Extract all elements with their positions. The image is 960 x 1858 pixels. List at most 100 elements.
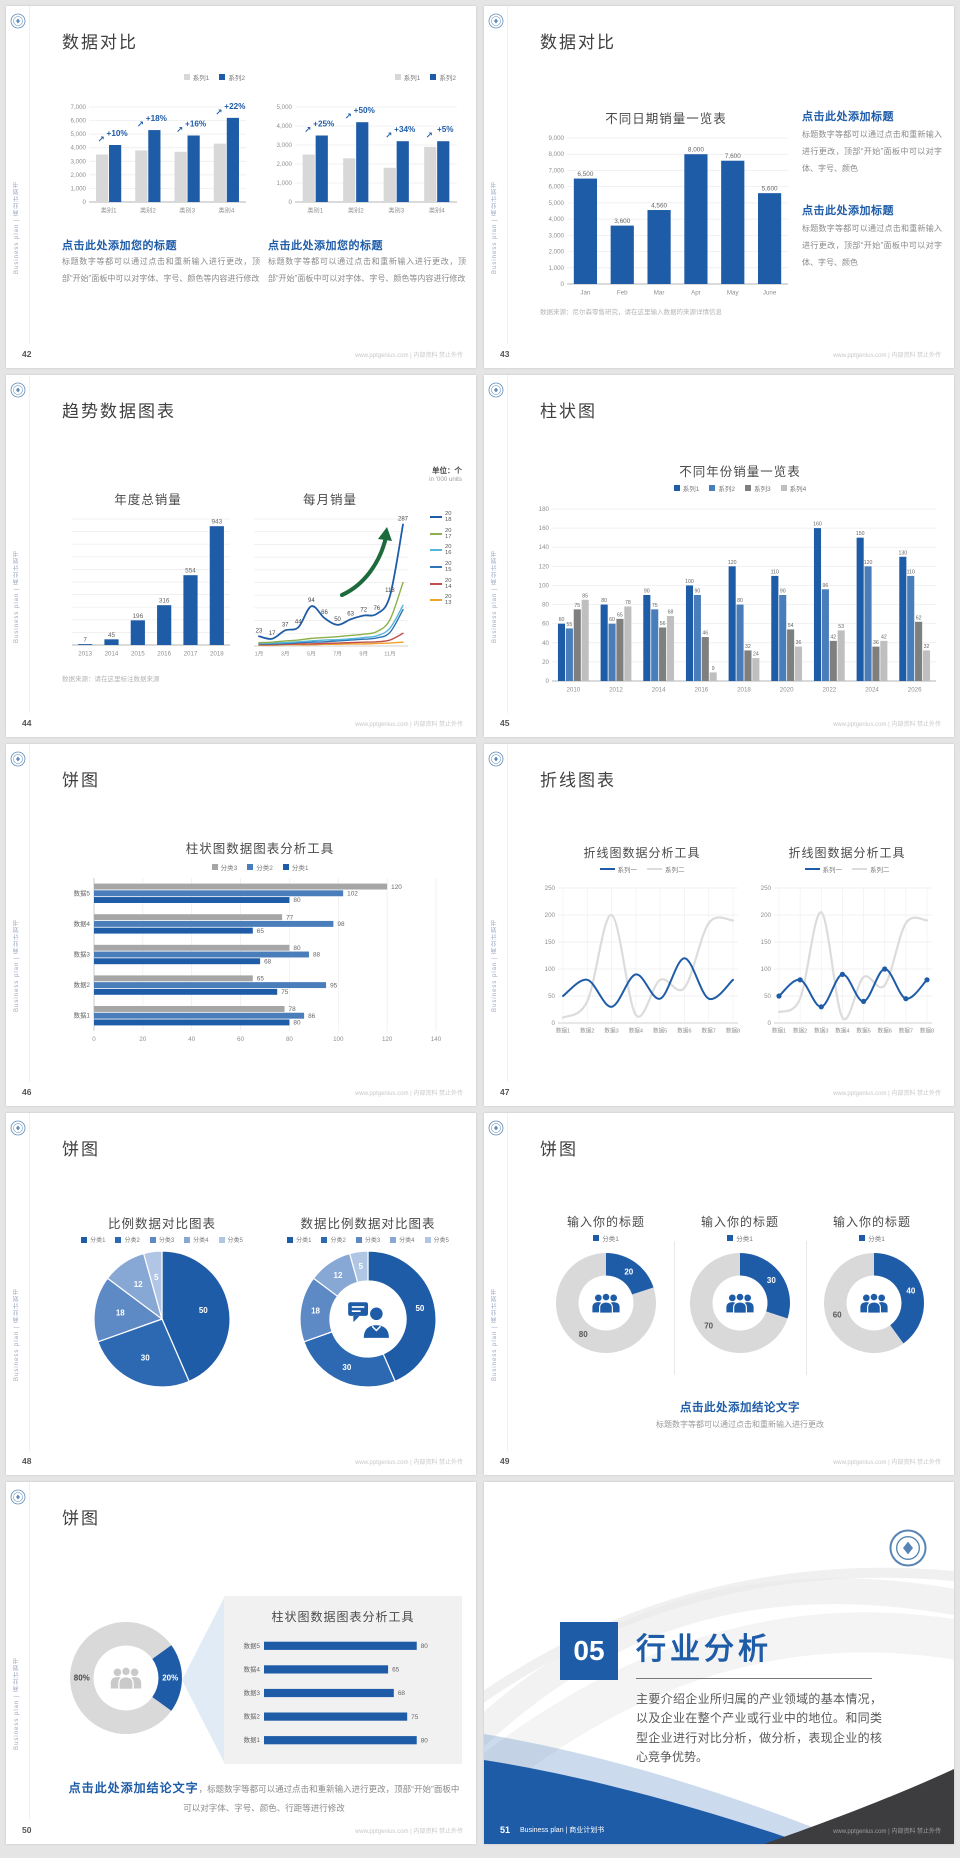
slide-43[interactable]: Business plan | 商业计划书 数据对比 不同日期销量一览表 0 1,… [484, 6, 954, 368]
site-footer: www.pptgenius.com | 内部资料 禁止外传 [355, 1091, 463, 1097]
svg-text:数据2: 数据2 [244, 1712, 261, 1721]
svg-text:90: 90 [780, 589, 786, 595]
svg-text:45: 45 [108, 632, 116, 639]
slide-48[interactable]: Business plan | 商业计划书 饼图 比例数据对比图表 分类1 分类2… [6, 1113, 476, 1475]
svg-text:2024: 2024 [865, 687, 879, 694]
chart-title: 年度总销量 [114, 493, 182, 507]
svg-text:9: 9 [712, 666, 715, 672]
svg-text:78: 78 [289, 1006, 297, 1013]
slide-42[interactable]: Business plan | 商业计划书 数据对比 系列1 系列2 0 1,000… [6, 6, 476, 368]
svg-text:0: 0 [546, 678, 550, 685]
svg-text:56: 56 [660, 621, 666, 627]
page-number: 45 [500, 718, 510, 728]
divider [636, 1678, 872, 1679]
chart-legend: 系列一 系列二 [752, 864, 942, 874]
text-block-heading: 点击此处添加标题 [802, 205, 894, 217]
page-number: 43 [500, 349, 510, 359]
svg-text:5: 5 [359, 1262, 364, 1271]
svg-text:95: 95 [330, 982, 338, 989]
svg-text:5,000: 5,000 [549, 200, 565, 207]
svg-text:+10%: +10% [107, 129, 129, 138]
svg-text:200: 200 [761, 912, 772, 919]
svg-text:100: 100 [333, 1036, 344, 1043]
svg-text:80%: 80% [74, 1674, 90, 1683]
svg-text:2016: 2016 [157, 651, 171, 658]
horizontal-bar-chart-summary: 数据5 80 数据4 65 数据3 68 数据2 75 数据1 80 [232, 1630, 454, 1756]
slide-50[interactable]: Business plan | 商业计划书 饼图 20% 80% 柱状图数据图表分… [6, 1482, 476, 1844]
svg-text:18: 18 [311, 1307, 320, 1316]
chart-legend: 系列1 系列2 [62, 72, 250, 82]
svg-text:数据4: 数据4 [629, 1027, 643, 1035]
chart-legend: 系列1 系列2 [268, 72, 461, 82]
page-title: 饼图 [62, 1509, 100, 1528]
svg-text:数据7: 数据7 [702, 1027, 716, 1035]
chart-title: 折线图数据分析工具 [583, 846, 701, 860]
svg-text:77: 77 [286, 914, 294, 921]
svg-text:90: 90 [644, 589, 650, 595]
svg-text:数据1: 数据1 [556, 1027, 570, 1035]
chart-title: 输入你的标题 [700, 1215, 779, 1229]
svg-text:数据1: 数据1 [244, 1735, 261, 1744]
svg-text:80: 80 [286, 1036, 293, 1043]
svg-text:100: 100 [539, 582, 550, 589]
svg-text:2010: 2010 [566, 687, 580, 694]
chart-legend: 系列一 系列二 [536, 864, 748, 874]
svg-text:110: 110 [771, 569, 779, 575]
svg-text:数据5: 数据5 [244, 1641, 261, 1650]
svg-text:8,000: 8,000 [549, 151, 565, 158]
slide-51-section-divider[interactable]: 05 行业分析 主要介绍企业所归属的产业领域的基本情况，以及企业在整个产业或行业… [484, 1482, 954, 1844]
company-logo-icon [10, 1120, 26, 1136]
svg-text:2013: 2013 [78, 651, 92, 658]
slide-sidebar: Business plan | 商业计划书 [484, 6, 508, 344]
slide-44[interactable]: Business plan | 商业计划书 趋势数据图表 单位：个 in '00… [6, 375, 476, 737]
text-block-body: 标题数字等都可以通过点击和重新输入进行更改，顶部“开始”面板中可以对字体、字号、… [62, 257, 260, 284]
page-number: 42 [22, 349, 32, 359]
svg-text:7: 7 [83, 637, 87, 644]
slide-45[interactable]: Business plan | 商业计划书 柱状图 不同年份销量一览表 系列1 系… [484, 375, 954, 737]
donut-chart-2: 30 70 [688, 1251, 792, 1355]
svg-text:数据1: 数据1 [74, 1011, 91, 1020]
svg-text:2020: 2020 [780, 687, 794, 694]
svg-text:17: 17 [269, 631, 276, 637]
svg-text:5,600: 5,600 [762, 186, 778, 193]
svg-text:2018: 2018 [210, 651, 224, 658]
svg-text:11月: 11月 [384, 651, 395, 658]
company-logo-icon [10, 751, 26, 767]
svg-text:75: 75 [411, 1714, 419, 1721]
unit-note: 单位：个 in '000 units [362, 465, 462, 483]
slide-47[interactable]: Business plan | 商业计划书 折线图表 折线图数据分析工具 系列一… [484, 744, 954, 1106]
slide-49[interactable]: Business plan | 商业计划书 饼图 输入你的标题 分类1 20 80… [484, 1113, 954, 1475]
svg-text:36: 36 [796, 640, 802, 646]
svg-text:0: 0 [561, 281, 565, 288]
svg-text:类别2: 类别2 [140, 207, 156, 215]
svg-text:4,000: 4,000 [549, 216, 565, 223]
svg-text:140: 140 [431, 1036, 442, 1043]
svg-text:20: 20 [542, 659, 549, 666]
conclusion-heading: 点击此处添加结论文字 [680, 1402, 800, 1414]
svg-text:3月: 3月 [281, 651, 290, 658]
text-block-body: 标题数字等都可以通过点击和重新输入进行更改，顶部“开始”面板中可以对字体、字号、… [802, 130, 942, 174]
svg-text:160: 160 [813, 522, 822, 528]
chart-title: 不同日期销量一览表 [605, 112, 727, 126]
site-footer: www.pptgenius.com | 内部资料 禁止外传 [833, 353, 941, 359]
svg-text:42: 42 [830, 634, 836, 640]
page-number: 49 [500, 1456, 510, 1466]
svg-text:80: 80 [737, 598, 743, 604]
slide-sidebar: Business plan | 商业计划书 [6, 1113, 30, 1451]
sidebar-vertical-text: Business plan | 商业计划书 [492, 549, 498, 643]
slide-sidebar: Business plan | 商业计划书 [484, 375, 508, 713]
svg-text:4,000: 4,000 [71, 145, 87, 152]
svg-text:65: 65 [257, 928, 265, 935]
svg-text:76: 76 [373, 606, 380, 612]
svg-text:12: 12 [134, 1280, 143, 1289]
svg-text:316: 316 [159, 598, 170, 605]
svg-text:200: 200 [545, 912, 556, 919]
slide-sidebar: Business plan | 商业计划书 [6, 6, 30, 344]
chart-title: 每月销量 [302, 493, 357, 507]
svg-text:66: 66 [321, 610, 328, 616]
site-footer: www.pptgenius.com | 内部资料 禁止外传 [833, 1829, 941, 1835]
slide-46[interactable]: Business plan | 商业计划书 饼图 柱状图数据图表分析工具 分类3… [6, 744, 476, 1106]
svg-text:75: 75 [652, 603, 658, 609]
site-footer: www.pptgenius.com | 内部资料 禁止外传 [355, 353, 463, 359]
svg-text:数据3: 数据3 [244, 1688, 261, 1697]
